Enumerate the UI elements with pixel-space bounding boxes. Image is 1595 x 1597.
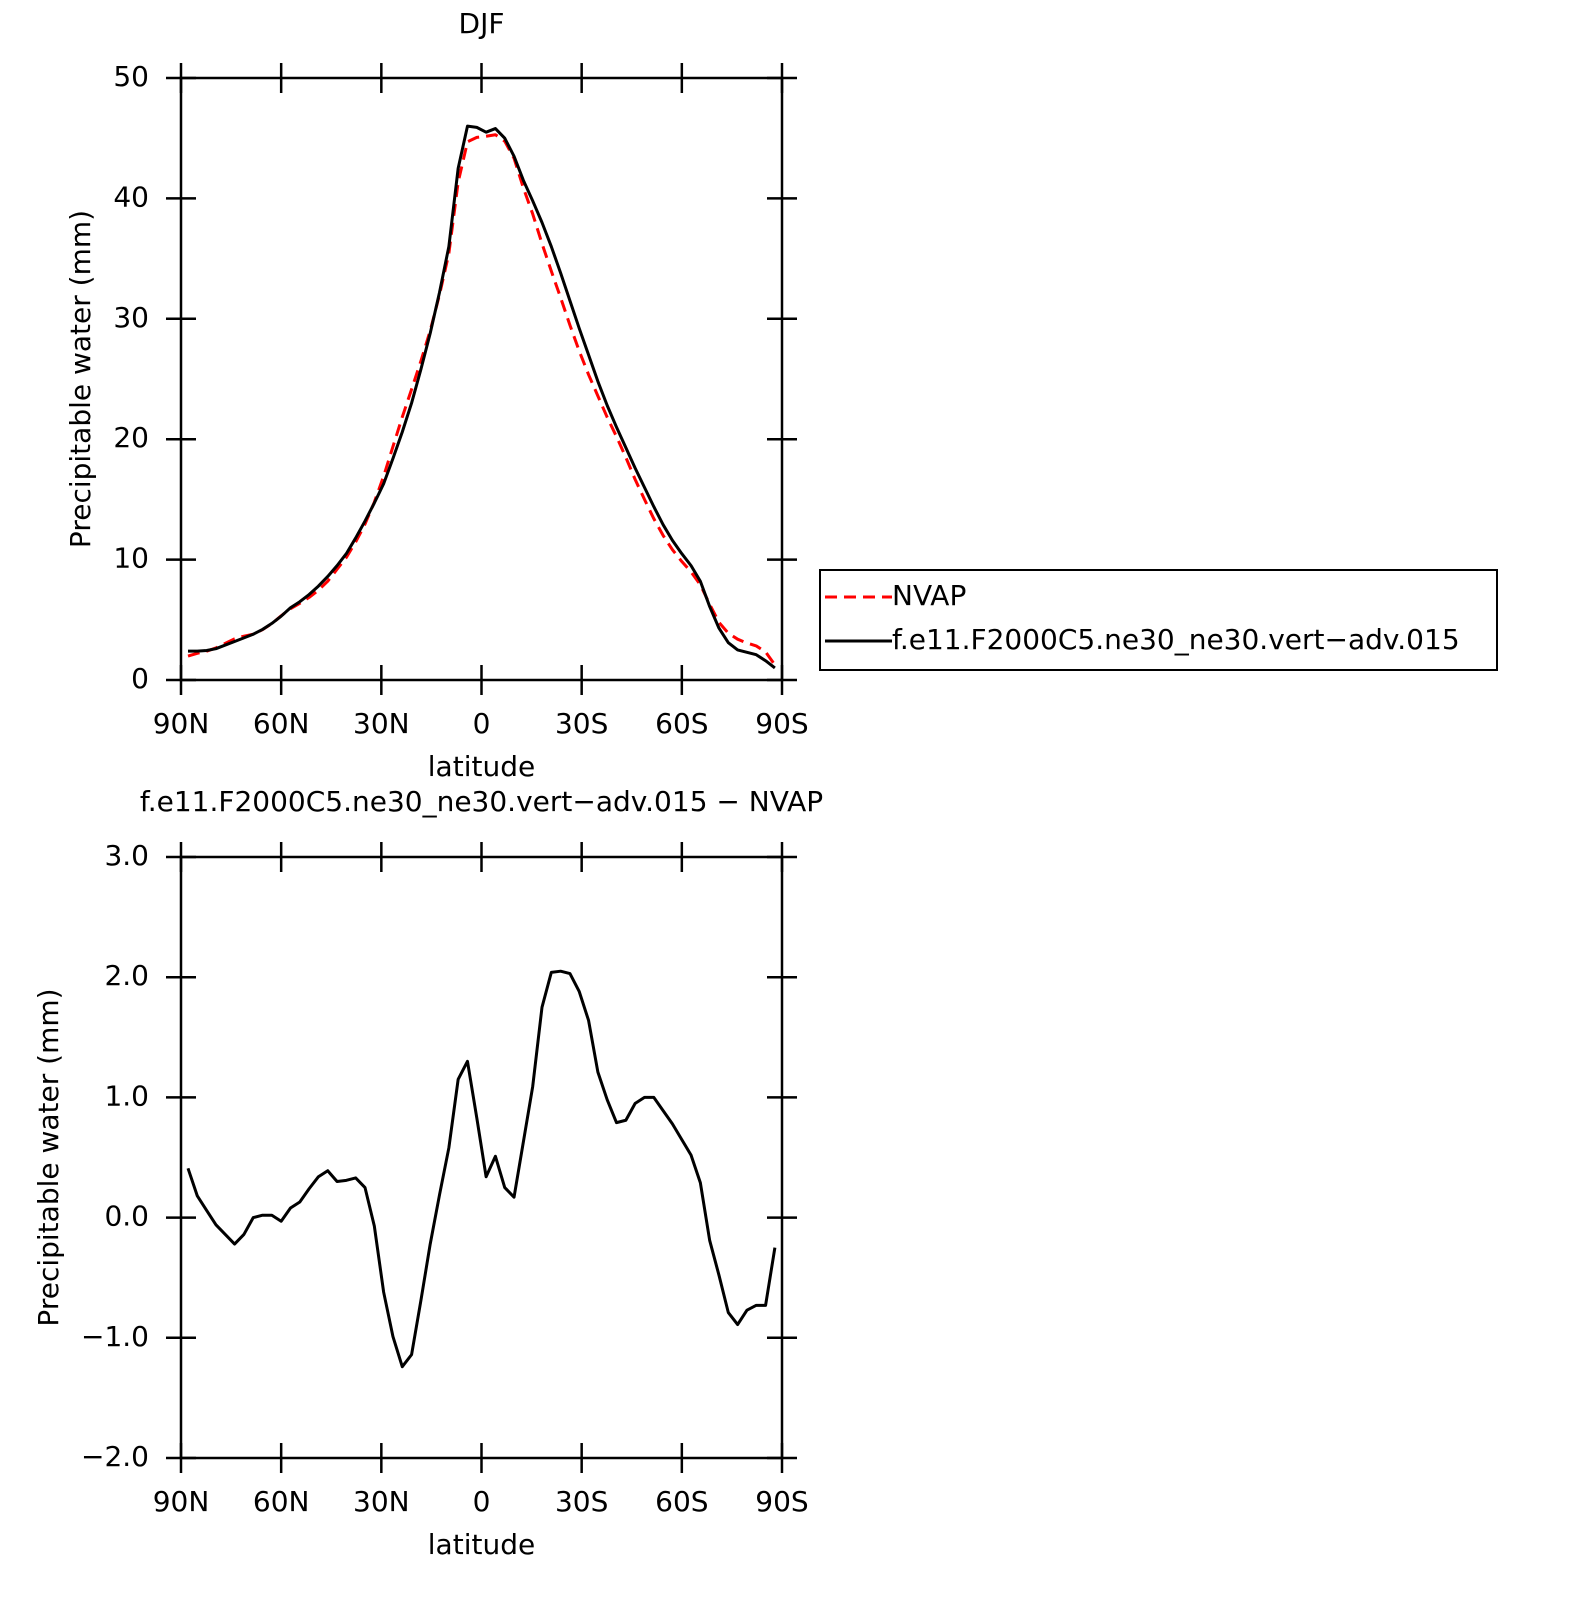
plot-frame bbox=[179, 855, 784, 1460]
y-tick-label: 3.0 bbox=[104, 839, 149, 872]
x-tick-label: 0 bbox=[473, 1485, 491, 1518]
x-tick-label: 90N bbox=[153, 707, 210, 740]
x-axis-label: latitude bbox=[428, 750, 535, 783]
y-tick-label: 2.0 bbox=[104, 959, 149, 992]
data-line bbox=[188, 124, 776, 670]
y-axis-label: Precipitable water (mm) bbox=[32, 988, 65, 1326]
legend-label: NVAP bbox=[892, 579, 966, 612]
data-line bbox=[186, 969, 777, 1369]
x-tick-label: 30S bbox=[555, 707, 608, 740]
x-axis-label: latitude bbox=[428, 1528, 535, 1561]
y-tick-label: 10 bbox=[113, 542, 149, 575]
legend-label: f.e11.F2000C5.ne30_ne30.vert−adv.015 bbox=[892, 623, 1460, 656]
plot-frame bbox=[179, 76, 784, 682]
y-tick-label: 50 bbox=[113, 60, 149, 93]
plot: f.e11.F2000C5.ne30_ne30.vert−adv.015 − N… bbox=[32, 785, 823, 1561]
x-tick-label: 90S bbox=[755, 707, 808, 740]
x-tick-label: 60S bbox=[655, 707, 708, 740]
x-tick-label: 30N bbox=[353, 707, 410, 740]
x-tick-label: 60N bbox=[253, 1485, 310, 1518]
x-tick-label: 60N bbox=[253, 707, 310, 740]
y-tick-label: 20 bbox=[113, 421, 149, 454]
y-tick-label: 1.0 bbox=[104, 1079, 149, 1112]
chart-title: f.e11.F2000C5.ne30_ne30.vert−adv.015 − N… bbox=[140, 785, 823, 818]
data-line bbox=[187, 133, 777, 666]
y-tick-label: 30 bbox=[113, 301, 149, 334]
x-tick-label: 0 bbox=[473, 707, 491, 740]
x-tick-label: 30S bbox=[555, 1485, 608, 1518]
y-tick-label: −2.0 bbox=[81, 1440, 149, 1473]
y-tick-label: 0 bbox=[131, 662, 149, 695]
plot: DJF latitude Precipitable water (mm) 0 10 20 3… bbox=[64, 7, 1498, 783]
chart-title: DJF bbox=[459, 7, 505, 40]
legend-frame bbox=[819, 569, 1498, 671]
y-tick-label: 40 bbox=[113, 180, 149, 213]
x-tick-label: 90N bbox=[153, 1485, 210, 1518]
y-tick-label: −1.0 bbox=[81, 1320, 149, 1353]
y-tick-label: 0.0 bbox=[104, 1200, 149, 1233]
x-tick-label: 60S bbox=[655, 1485, 708, 1518]
x-tick-label: 30N bbox=[353, 1485, 410, 1518]
y-axis-label: Precipitable water (mm) bbox=[64, 210, 97, 548]
legend: NVAP f.e11.F2000C5.ne30_ne30.vert−adv.015 bbox=[819, 569, 1498, 671]
x-tick-label: 90S bbox=[755, 1485, 808, 1518]
